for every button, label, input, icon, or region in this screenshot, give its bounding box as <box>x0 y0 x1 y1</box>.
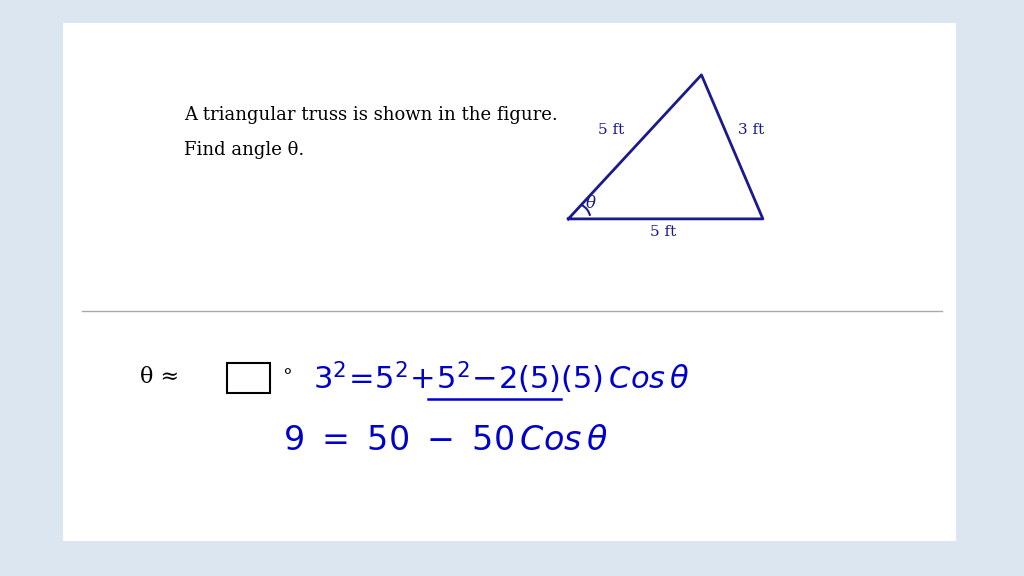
Text: $3^2\!=\!5^2\!+\!5^2\!-\!2(5)(5)\,Cos\,\theta$: $3^2\!=\!5^2\!+\!5^2\!-\!2(5)(5)\,Cos\,\… <box>313 359 690 396</box>
Text: A triangular truss is shown in the figure.: A triangular truss is shown in the figur… <box>184 106 558 124</box>
Text: θ: θ <box>586 195 596 212</box>
Text: θ ≈: θ ≈ <box>140 366 179 388</box>
Text: Find angle θ.: Find angle θ. <box>184 141 304 159</box>
Text: °: ° <box>283 368 293 386</box>
Bar <box>227 363 270 393</box>
Text: $9\ =\ 50\ -\ 50\,Cos\,\theta$: $9\ =\ 50\ -\ 50\,Cos\,\theta$ <box>283 424 608 457</box>
Text: 5 ft: 5 ft <box>598 123 625 137</box>
Text: 3 ft: 3 ft <box>738 123 765 137</box>
Text: 5 ft: 5 ft <box>650 225 677 238</box>
